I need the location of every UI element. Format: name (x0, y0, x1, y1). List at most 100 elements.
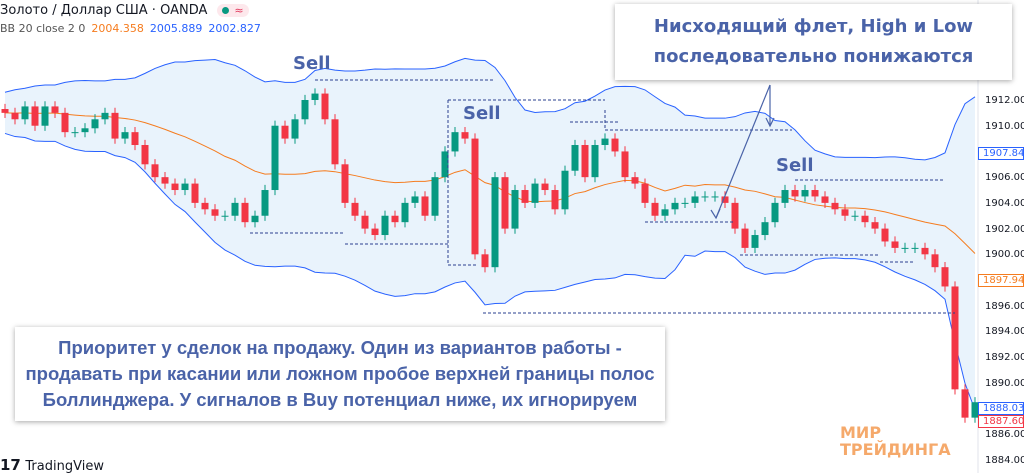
candle (191, 183, 199, 203)
candle (421, 196, 429, 216)
price-tick: 1912.000 (985, 95, 1024, 106)
price-tick: 1902.000 (985, 223, 1024, 235)
candle (701, 196, 709, 198)
candle (671, 202, 679, 210)
candle (601, 138, 609, 146)
candle (431, 177, 439, 216)
candle (141, 145, 149, 165)
tradingview-watermark[interactable]: 17 TradingView (0, 456, 104, 474)
candle (251, 215, 259, 223)
candle (541, 183, 549, 191)
candle (161, 177, 169, 184)
candle (401, 202, 409, 223)
candle (841, 209, 849, 216)
candle (151, 164, 159, 178)
candle (241, 202, 249, 223)
bb-basis-value: 2004.358 (91, 22, 144, 35)
bb-upper-value: 2005.889 (149, 22, 203, 35)
candle (491, 177, 499, 268)
price-tick: 1904.000 (985, 197, 1024, 209)
candle (211, 209, 219, 216)
price-tick: 1886.000 (985, 429, 1024, 441)
candle (391, 215, 399, 223)
candle (791, 190, 799, 197)
price-tag: 1907.844 (978, 146, 1024, 160)
candle (551, 190, 559, 210)
candle (501, 177, 509, 229)
price-tag: 1897.940 (978, 274, 1024, 288)
mir-treidinga-logo: МИР ТРЕЙДИНГА (840, 423, 951, 459)
candle (931, 254, 939, 268)
candle (471, 138, 479, 255)
candle (221, 215, 229, 217)
candle (511, 190, 519, 229)
candle (261, 190, 269, 216)
bollinger-basis (4, 112, 976, 254)
candle (571, 145, 579, 171)
candle (961, 389, 969, 418)
candle (121, 132, 129, 139)
candle (411, 196, 419, 203)
candle (661, 209, 669, 216)
candle (271, 125, 279, 191)
candle (341, 164, 349, 203)
candle (31, 106, 39, 126)
price-tick: 1906.000 (985, 172, 1024, 184)
candle (51, 106, 59, 113)
candle (941, 267, 949, 287)
candle (631, 177, 639, 184)
bollinger-band-fill (5, 58, 975, 411)
bollinger-lower-band (4, 132, 976, 411)
candle (781, 190, 789, 203)
candle (181, 183, 189, 191)
price-tick: 1894.000 (985, 326, 1024, 338)
candle (331, 119, 339, 165)
candle (131, 132, 139, 146)
candle (951, 286, 959, 390)
candle (741, 228, 749, 248)
candle (521, 190, 529, 203)
price-tick: 1896.000 (985, 300, 1024, 312)
candle (871, 222, 879, 229)
sell-label: Sell (463, 103, 501, 124)
candle (311, 93, 319, 100)
candle (851, 215, 859, 217)
price-tick: 1890.000 (985, 377, 1024, 389)
candle (461, 132, 469, 139)
candle (11, 112, 19, 120)
price-tick: 1892.000 (985, 352, 1024, 364)
candle (721, 196, 729, 203)
candle (291, 119, 299, 139)
candle (831, 202, 839, 210)
sell-label: Sell (293, 53, 331, 74)
symbol-title[interactable]: Золото / Доллар США · OANDA ≈ (0, 3, 249, 18)
candle (21, 106, 29, 120)
candle (861, 215, 869, 223)
candle (711, 196, 719, 198)
candle (731, 202, 739, 229)
price-tick: 1900.000 (985, 249, 1024, 261)
candle (201, 202, 209, 210)
candle (761, 222, 769, 236)
indicator-legend[interactable]: BB 20 close 2 0 2004.358 2005.889 2002.827 (0, 22, 261, 35)
candle (371, 228, 379, 236)
candle (361, 215, 369, 229)
price-tick: 1884.000 (985, 455, 1024, 467)
candle (591, 145, 599, 178)
candle (321, 93, 329, 120)
candle (901, 247, 909, 249)
market-status-badge: ≈ (217, 4, 249, 17)
candle (891, 241, 899, 248)
candle (881, 228, 889, 242)
candle (301, 100, 309, 120)
candle (281, 125, 289, 139)
candle (351, 202, 359, 216)
candle (971, 402, 979, 418)
candle (101, 112, 109, 120)
candle (111, 112, 119, 139)
candle (71, 132, 79, 134)
candle (581, 145, 589, 178)
candle (921, 247, 929, 255)
candle (171, 183, 179, 191)
